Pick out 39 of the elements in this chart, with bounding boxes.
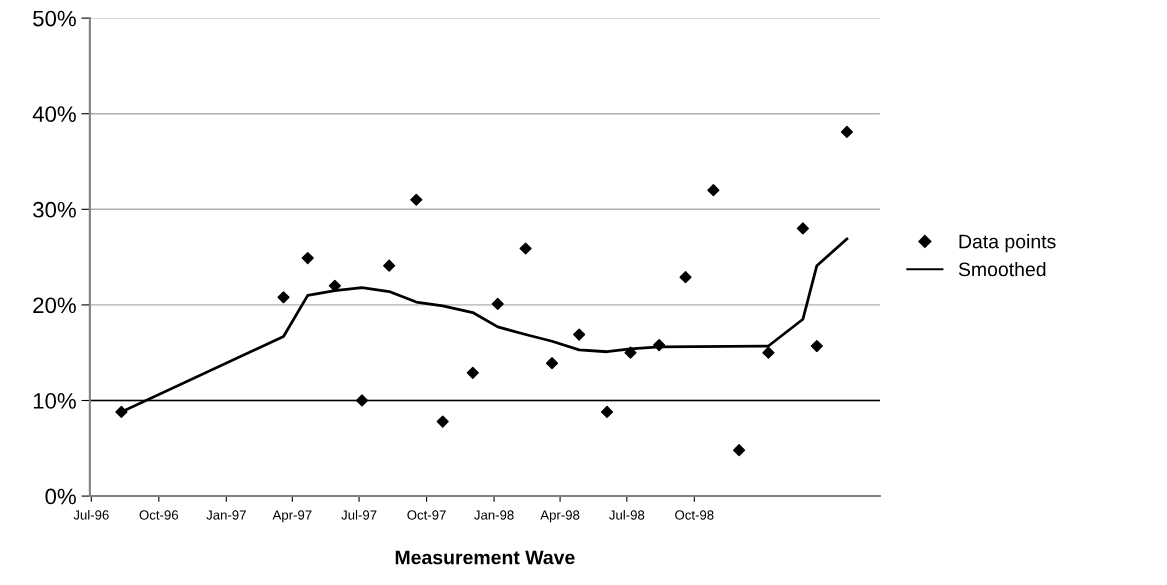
y-tick-label: 10% [33, 393, 76, 409]
point [840, 125, 853, 138]
y-tick-label: 0% [45, 488, 76, 505]
y-tick-label: 30% [33, 201, 76, 218]
y-tick-label: 40% [32, 106, 76, 122]
point [732, 444, 746, 457]
legend-label: Data points [959, 234, 1056, 253]
point [545, 357, 559, 370]
point [466, 366, 479, 379]
y-tick-label: 50% [33, 10, 76, 27]
x-tick-label: Jan-98 [474, 510, 514, 520]
x-tick-label: Jul-96 [73, 509, 109, 520]
point [573, 328, 586, 341]
x-tick-label: Apr-98 [540, 510, 580, 523]
point [301, 251, 314, 265]
point [519, 242, 532, 255]
point [436, 415, 449, 428]
y-tick-label: 20% [33, 297, 76, 314]
point [383, 259, 396, 272]
x-tick-label: Apr-97 [272, 510, 312, 523]
point [328, 279, 341, 292]
point [410, 193, 423, 206]
x-tick-label: Jul-97 [341, 509, 377, 520]
point [355, 394, 369, 407]
point [810, 339, 823, 353]
point [679, 271, 692, 284]
point [277, 291, 290, 304]
x-tick-label: Jan-97 [206, 510, 246, 520]
point [796, 222, 809, 235]
point [600, 405, 614, 419]
x-tick-label: Jul-98 [609, 509, 645, 520]
point [491, 297, 504, 311]
legend-label: Smoothed [958, 261, 1046, 277]
x-tick-label: Oct-96 [139, 510, 179, 520]
x-axis-title: Measurement Wave [395, 550, 575, 565]
point [707, 184, 720, 197]
x-tick-label: Oct-98 [675, 510, 714, 520]
point [762, 346, 775, 359]
x-tick-label: Oct-97 [407, 510, 446, 520]
